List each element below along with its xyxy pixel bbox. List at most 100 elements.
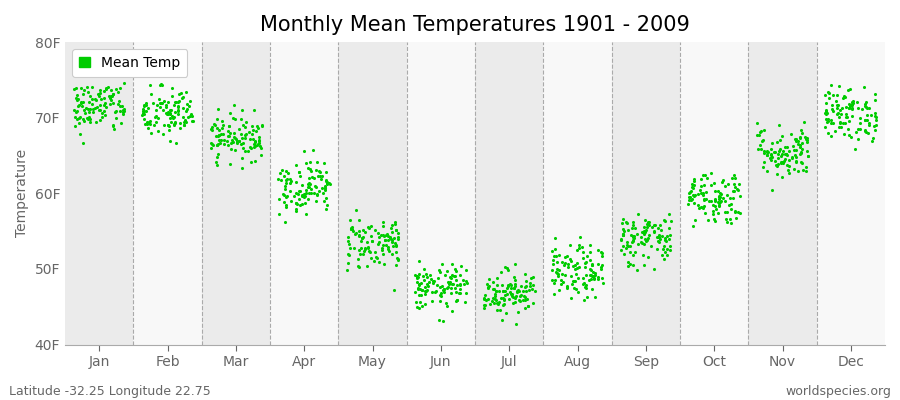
Point <box>443 274 457 280</box>
Point <box>841 126 855 132</box>
Point <box>725 188 740 194</box>
Point <box>419 271 434 278</box>
Point <box>170 103 184 109</box>
Point <box>154 100 168 106</box>
Point <box>662 211 676 217</box>
Point <box>310 192 324 198</box>
Point <box>82 114 96 120</box>
Point <box>77 107 92 114</box>
Point <box>426 280 440 286</box>
Point <box>713 194 727 201</box>
Point <box>774 174 788 180</box>
Point <box>584 267 598 274</box>
Point <box>272 196 286 202</box>
Point <box>693 183 707 190</box>
Point <box>501 266 516 273</box>
Point <box>68 66 82 72</box>
Point <box>413 286 428 292</box>
Point <box>570 246 584 253</box>
Point <box>836 120 850 126</box>
Point <box>281 170 295 176</box>
Point <box>504 293 518 300</box>
Point <box>843 134 858 141</box>
Point <box>80 115 94 122</box>
Point <box>854 106 868 112</box>
Point <box>205 124 220 130</box>
Point <box>314 176 328 182</box>
Point <box>497 296 511 302</box>
Point <box>576 255 590 261</box>
Point <box>279 176 293 183</box>
Point <box>381 246 395 252</box>
Point <box>69 116 84 122</box>
Point <box>821 130 835 136</box>
Point <box>291 190 305 197</box>
Point <box>317 198 331 204</box>
Point <box>68 109 83 116</box>
Point <box>524 274 538 281</box>
Point <box>618 244 633 251</box>
Point <box>696 190 710 196</box>
Point <box>277 199 292 206</box>
Point <box>486 294 500 301</box>
Point <box>704 182 718 188</box>
Point <box>764 152 778 158</box>
Point <box>491 300 505 306</box>
Point <box>588 272 602 278</box>
Point <box>148 118 163 125</box>
Point <box>626 233 640 239</box>
Point <box>156 130 170 137</box>
Point <box>644 224 659 230</box>
Point <box>555 271 570 277</box>
Point <box>85 96 99 102</box>
Point <box>184 111 198 118</box>
Point <box>82 115 96 122</box>
Point <box>482 301 497 308</box>
Point <box>205 127 220 133</box>
Point <box>711 210 725 216</box>
Point <box>148 114 162 120</box>
Point <box>155 100 169 106</box>
Point <box>75 103 89 110</box>
Point <box>204 145 219 151</box>
Point <box>504 285 518 292</box>
Point <box>412 280 427 287</box>
Point <box>377 261 392 267</box>
Point <box>714 190 728 197</box>
Point <box>315 185 329 192</box>
Point <box>154 81 168 87</box>
Point <box>369 254 383 260</box>
Point <box>851 136 866 142</box>
Point <box>436 285 451 292</box>
Point <box>785 154 799 160</box>
Point <box>579 259 593 265</box>
Point <box>835 105 850 111</box>
Point <box>850 105 865 112</box>
Point <box>576 281 590 287</box>
Point <box>102 93 116 99</box>
Point <box>561 284 575 290</box>
Point <box>518 284 533 290</box>
Point <box>818 92 832 98</box>
Point <box>351 263 365 270</box>
Point <box>842 103 857 109</box>
Point <box>391 229 405 236</box>
Point <box>544 248 559 254</box>
Point <box>560 253 574 260</box>
Point <box>360 239 374 245</box>
Point <box>352 251 366 257</box>
Point <box>82 98 96 105</box>
Point <box>796 167 810 173</box>
Point <box>168 119 183 125</box>
Point <box>115 109 130 115</box>
Point <box>388 219 402 225</box>
Point <box>727 175 742 181</box>
Point <box>236 140 250 147</box>
Point <box>658 218 672 224</box>
Point <box>418 288 433 294</box>
Point <box>789 154 804 161</box>
Point <box>798 164 813 171</box>
Point <box>487 286 501 293</box>
Point <box>568 278 582 284</box>
Point <box>582 257 597 263</box>
